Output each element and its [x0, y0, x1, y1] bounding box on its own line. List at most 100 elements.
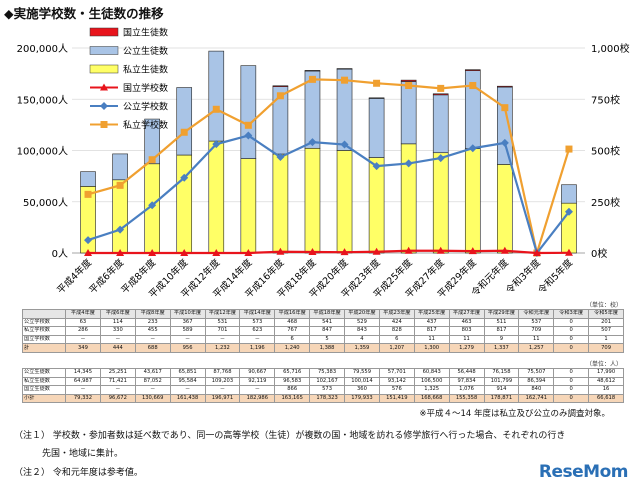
- national-schools-point: [116, 249, 125, 256]
- public-schools-point: [180, 173, 189, 182]
- x-tick-label: 令和5年度: [535, 256, 575, 296]
- table-cell: 私立生徒数: [22, 376, 66, 387]
- table-cell: 541: [309, 317, 345, 328]
- table-cell: 623: [239, 326, 276, 336]
- national-students-bar: [400, 79, 417, 82]
- table-cell: 201: [588, 317, 624, 328]
- table-header-cell: 平成4年度: [65, 309, 101, 319]
- public-schools-point: [436, 154, 445, 163]
- table-cell: 100,014: [344, 376, 380, 387]
- national-schools-point: [308, 247, 317, 255]
- schools-table-row: 国立学校数－－－－－－ 6 5 4 6 11 11 9 11 0 1: [22, 334, 624, 345]
- table-cell: 4: [344, 334, 380, 345]
- table-cell: 92,119: [239, 376, 276, 387]
- public-students-bar: [80, 171, 96, 187]
- table-cell: 589: [169, 326, 206, 336]
- table-cell: 130,669: [134, 393, 171, 404]
- left-tick-label: 50,000人: [23, 197, 68, 209]
- private-students-bar: [497, 164, 513, 254]
- legend-label: 公立生徒数: [123, 45, 168, 57]
- private-students-bar: [208, 140, 225, 254]
- national-schools-point: [436, 246, 445, 254]
- footnote-2: （注２） 令和元年度は参考値。: [14, 468, 143, 478]
- national-students-bar: [304, 70, 321, 72]
- table-cell: 179,933: [344, 393, 380, 404]
- table-cell: 25,251: [99, 368, 136, 378]
- table-cell: 87,052: [134, 376, 171, 387]
- table-header-cell: 平成16年度: [274, 309, 311, 319]
- table-cell: －: [204, 385, 241, 395]
- table-cell: 国立学校数: [22, 334, 66, 345]
- table-cell: 65,716: [274, 368, 311, 378]
- schools-table-row: 公立学校数 63 114 233 367 531 573 468 541 529 424 437 463…: [22, 317, 624, 328]
- right-tick-label: 1,000校: [591, 42, 630, 55]
- legend-marker: [100, 121, 108, 128]
- table-cell: 803: [448, 326, 485, 336]
- public-schools-point: [468, 144, 477, 153]
- table-cell: －: [239, 334, 276, 345]
- table-cell: 0: [553, 334, 590, 345]
- table-cell: 48,612: [588, 376, 624, 387]
- private-schools-point: [341, 76, 349, 84]
- table-cell: 106,500: [413, 376, 450, 387]
- table-cell: 1,232: [204, 343, 241, 353]
- public-schools-point: [308, 138, 317, 147]
- table-cell: 367: [169, 317, 206, 328]
- legend-label: 公立学校数: [123, 101, 168, 113]
- private-students-bar: [176, 154, 193, 254]
- bar-series: [80, 50, 577, 254]
- table-cell: 97,834: [448, 376, 485, 387]
- table-cell: 360: [344, 385, 380, 395]
- public-students-bar: [112, 153, 128, 181]
- national-schools-point: [468, 247, 477, 255]
- table-cell: －: [65, 334, 101, 345]
- left-tick-label: 200,000人: [17, 43, 68, 55]
- table-header-cell: 令和5年度: [588, 309, 624, 319]
- table-cell: 56,448: [448, 368, 485, 378]
- table-cell: 79,332: [65, 393, 101, 404]
- table-cell: 1,325: [413, 385, 450, 395]
- table-cell: 455: [134, 326, 171, 336]
- national-schools-point: [372, 247, 381, 255]
- public-schools-point: [116, 225, 125, 234]
- footnote-1: （注１） 学校数・参加者数は延べ数であり、同一の高等学校（生徒）が複数の国・地域…: [14, 431, 566, 441]
- table-cell: －: [134, 334, 171, 345]
- table-cell: －: [169, 334, 206, 345]
- table-cell: 688: [134, 343, 171, 353]
- national-schools-point: [276, 247, 285, 255]
- legend-marker: [100, 102, 108, 110]
- students-table-row: 公立生徒数 14,345 25,251 43,617 65,851 87,768 90,66…: [22, 368, 624, 378]
- table-header-cell: 平成8年度: [134, 309, 171, 319]
- table-cell: 151,419: [378, 393, 415, 404]
- table-cell: －: [204, 334, 241, 345]
- table-cell: 114: [99, 317, 136, 328]
- public-students-bar: [561, 184, 577, 204]
- national-schools-point: [532, 249, 541, 256]
- table-cell: 102,167: [309, 376, 345, 387]
- table-cell: －: [99, 334, 136, 345]
- schools-table-unit: （単位：校）: [585, 302, 622, 309]
- table-header-cell: 平成27年度: [448, 309, 485, 319]
- resemom-logo: ReseMom: [538, 462, 629, 482]
- table-header-cell: 平成12年度: [204, 309, 241, 319]
- table-cell: 196,971: [204, 393, 241, 404]
- legend-swatch: [89, 64, 119, 74]
- national-students-bar: [497, 85, 513, 88]
- table-cell: 1: [588, 334, 624, 345]
- table-header-cell: 平成18年度: [309, 309, 345, 319]
- table-cell: 1,207: [378, 343, 415, 353]
- national-schools-line: [88, 249, 569, 255]
- table-header-cell: 令和3年度: [553, 309, 590, 319]
- legend-label: 国立生徒数: [123, 27, 168, 39]
- table-cell: 573: [239, 317, 276, 328]
- table-cell: 公立学校数: [22, 317, 66, 328]
- table-cell: 155,358: [448, 393, 485, 404]
- left-tick-label: 150,000人: [17, 94, 68, 106]
- private-students-bar: [304, 147, 321, 254]
- legend-swatch: [89, 27, 119, 37]
- table-cell: 163,165: [274, 393, 311, 404]
- table-cell: －: [65, 385, 101, 395]
- table-cell: 828: [378, 326, 415, 336]
- table-cell: 0: [553, 326, 590, 336]
